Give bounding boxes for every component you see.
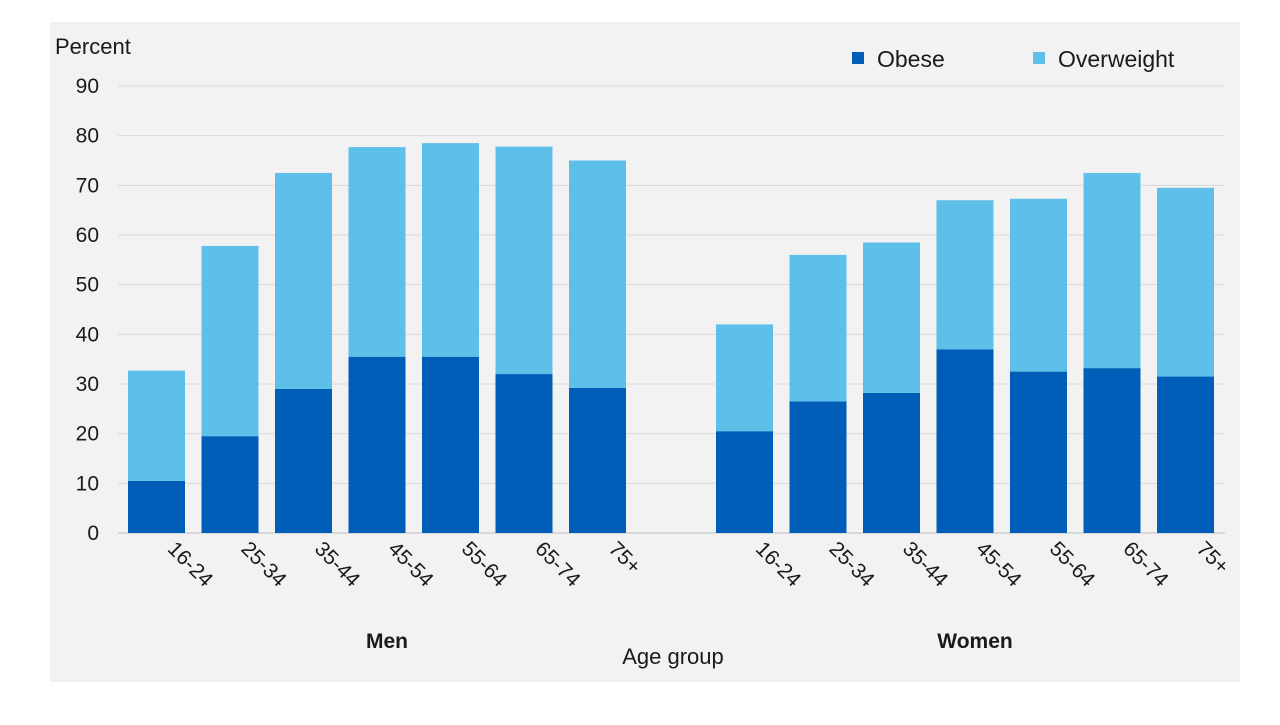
bar-obese-women-75+ [1157,376,1214,533]
y-tick-label: 20 [76,423,99,446]
y-tick-label: 80 [76,125,99,148]
bar-overweight-men-55-64 [422,143,479,357]
y-tick-label: 90 [76,75,99,98]
y-tick-label: 40 [76,323,99,346]
bar-obese-women-35-44 [863,392,920,533]
group-label-men: Men [366,630,408,653]
y-tick-label: 70 [76,174,99,197]
bar-overweight-men-16-24 [128,370,185,481]
x-axis-title: Age group [622,644,724,669]
legend: Obese Overweight [852,46,1175,72]
legend-swatch-obese [852,52,864,64]
bar-obese-men-65-74 [495,374,553,533]
y-tick-label: 50 [76,274,99,297]
y-tick-label: 30 [76,373,99,396]
group-label-women: Women [937,630,1012,653]
bar-obese-women-65-74 [1083,368,1141,533]
bar-overweight-men-65-74 [495,146,553,375]
y-axis-title: Percent [55,34,131,59]
y-tick-label: 0 [87,522,99,545]
bar-obese-women-16-24 [716,431,773,533]
bar-obese-men-55-64 [422,356,479,533]
bar-overweight-women-75+ [1157,187,1214,377]
bars [128,143,1214,533]
bar-obese-men-75+ [569,387,626,533]
legend-label-obese: Obese [877,46,945,72]
y-tick-label: 60 [76,224,99,247]
bar-obese-men-35-44 [275,388,332,533]
legend-label-overweight: Overweight [1058,46,1175,72]
bar-overweight-men-25-34 [201,245,259,437]
bar-obese-women-25-34 [789,401,847,533]
bar-overweight-women-45-54 [936,200,994,350]
bar-overweight-women-35-44 [863,242,920,393]
bar-obese-women-45-54 [936,349,994,533]
bar-overweight-women-55-64 [1010,198,1067,372]
y-tick-label: 10 [76,472,99,495]
legend-swatch-overweight [1033,52,1045,64]
bar-obese-women-55-64 [1010,371,1067,533]
bar-obese-men-16-24 [128,480,185,533]
bar-obese-men-25-34 [201,436,259,533]
bar-overweight-women-65-74 [1083,172,1141,369]
bar-overweight-men-75+ [569,160,626,388]
bar-overweight-men-45-54 [348,147,406,357]
bar-overweight-women-16-24 [716,324,773,432]
bar-overweight-women-25-34 [789,254,847,402]
bar-overweight-men-35-44 [275,172,332,389]
bar-obese-men-45-54 [348,356,406,533]
